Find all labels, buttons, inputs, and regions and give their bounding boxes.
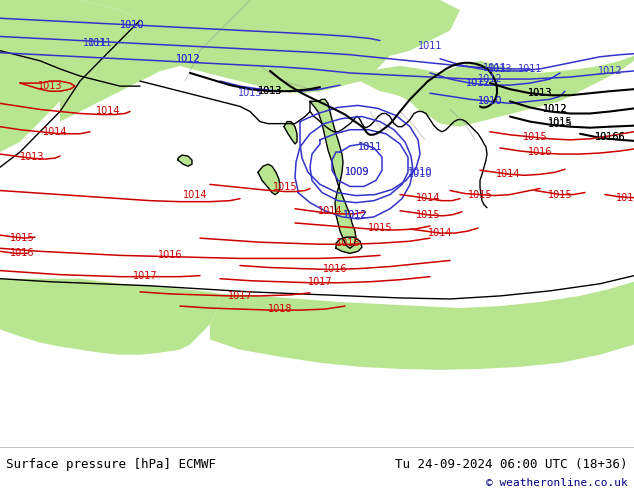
Polygon shape bbox=[284, 122, 297, 144]
Polygon shape bbox=[336, 237, 362, 253]
Text: 1018: 1018 bbox=[268, 304, 292, 314]
Text: 1012: 1012 bbox=[543, 104, 567, 115]
Text: 1010: 1010 bbox=[408, 170, 432, 179]
Polygon shape bbox=[120, 0, 634, 127]
Text: 1012: 1012 bbox=[543, 104, 567, 115]
Text: 1009: 1009 bbox=[345, 167, 369, 177]
Text: 1010: 1010 bbox=[478, 97, 502, 106]
Polygon shape bbox=[178, 155, 192, 166]
Text: © weatheronline.co.uk: © weatheronline.co.uk bbox=[486, 478, 628, 488]
Text: 1011: 1011 bbox=[358, 142, 382, 152]
Text: 1015: 1015 bbox=[548, 117, 573, 126]
Text: 1013: 1013 bbox=[527, 88, 552, 98]
Text: 1011: 1011 bbox=[518, 64, 542, 74]
Text: 1014: 1014 bbox=[496, 170, 521, 179]
Text: 1015: 1015 bbox=[548, 119, 573, 129]
Polygon shape bbox=[258, 164, 280, 195]
Text: 1014: 1014 bbox=[318, 206, 342, 216]
Text: 1010: 1010 bbox=[408, 167, 432, 177]
Text: 1015: 1015 bbox=[468, 190, 493, 199]
Text: 1013: 1013 bbox=[238, 88, 262, 98]
Text: 1014: 1014 bbox=[42, 127, 67, 137]
Text: 1011: 1011 bbox=[358, 142, 382, 152]
Text: 1014: 1014 bbox=[416, 193, 440, 202]
Text: 1013: 1013 bbox=[258, 86, 282, 96]
Text: 1014: 1014 bbox=[183, 190, 207, 199]
Text: 1017: 1017 bbox=[133, 270, 157, 281]
Text: 1013: 1013 bbox=[20, 152, 44, 162]
Text: 1012: 1012 bbox=[176, 54, 200, 64]
Text: 1017: 1017 bbox=[228, 291, 252, 301]
Text: 1013: 1013 bbox=[258, 86, 282, 96]
Text: 1013: 1013 bbox=[38, 81, 62, 91]
Polygon shape bbox=[210, 282, 634, 370]
Text: Surface pressure [hPa] ECMWF: Surface pressure [hPa] ECMWF bbox=[6, 458, 216, 471]
Text: 1015: 1015 bbox=[273, 182, 297, 193]
Text: 1012: 1012 bbox=[598, 66, 623, 76]
Text: 1010: 1010 bbox=[120, 21, 145, 30]
Text: 1015: 1015 bbox=[10, 233, 34, 243]
Text: 1017: 1017 bbox=[307, 277, 332, 287]
Text: 1012: 1012 bbox=[343, 210, 367, 220]
Text: 1012: 1012 bbox=[477, 74, 502, 84]
Text: 1016: 1016 bbox=[10, 248, 34, 258]
Text: 1012: 1012 bbox=[343, 210, 367, 220]
Text: 10166: 10166 bbox=[595, 132, 625, 142]
Text: 1009: 1009 bbox=[345, 167, 369, 177]
Text: 101: 101 bbox=[616, 193, 634, 202]
Text: 1015: 1015 bbox=[368, 223, 392, 233]
Text: 1012: 1012 bbox=[466, 78, 490, 88]
Text: 1015: 1015 bbox=[548, 190, 573, 199]
Text: 1011: 1011 bbox=[83, 38, 107, 48]
Text: 1016: 1016 bbox=[323, 264, 347, 273]
Text: 1012: 1012 bbox=[466, 78, 490, 88]
Text: 1011: 1011 bbox=[418, 41, 443, 50]
Text: 1014: 1014 bbox=[96, 106, 120, 117]
Text: 1011: 1011 bbox=[482, 63, 507, 73]
Text: Tu 24-09-2024 06:00 UTC (18+36): Tu 24-09-2024 06:00 UTC (18+36) bbox=[395, 458, 628, 471]
Polygon shape bbox=[310, 99, 356, 248]
Text: 1016: 1016 bbox=[158, 250, 182, 260]
Polygon shape bbox=[0, 279, 220, 355]
Text: 1012: 1012 bbox=[176, 54, 200, 64]
Text: 1015: 1015 bbox=[335, 238, 360, 248]
Polygon shape bbox=[0, 0, 140, 152]
Text: 1011: 1011 bbox=[87, 38, 112, 48]
Text: 1013: 1013 bbox=[488, 64, 512, 74]
Text: 1015: 1015 bbox=[416, 210, 440, 220]
Text: 1014: 1014 bbox=[428, 228, 452, 238]
Polygon shape bbox=[60, 0, 460, 122]
Text: 1010: 1010 bbox=[478, 97, 502, 106]
Text: 1015: 1015 bbox=[522, 132, 547, 142]
Text: 1013: 1013 bbox=[527, 88, 552, 98]
Text: 1016: 1016 bbox=[527, 147, 552, 157]
Text: 1010: 1010 bbox=[120, 21, 145, 30]
Text: 10166: 10166 bbox=[595, 132, 625, 142]
